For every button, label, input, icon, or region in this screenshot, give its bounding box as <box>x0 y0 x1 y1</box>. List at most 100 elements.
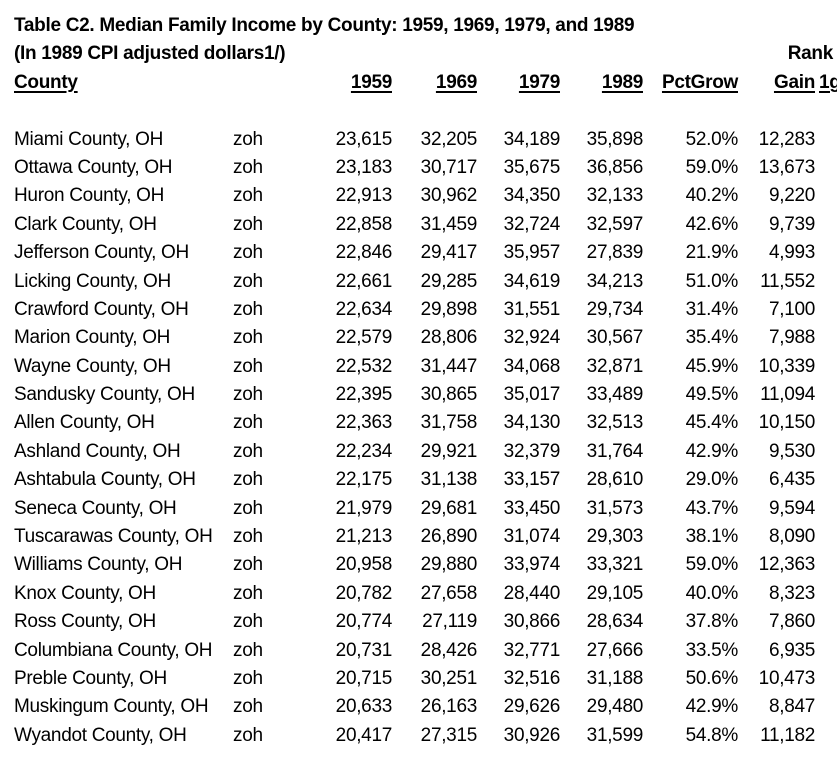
cell-y1989: 36,856 <box>586 156 644 178</box>
cell-pctgrow: 54.8% <box>685 724 739 746</box>
cell-y1969: 27,119 <box>422 611 477 633</box>
cell-y1989: 34,213 <box>586 270 644 292</box>
cell-county: Clark County, OH <box>14 213 157 235</box>
cell-pctgrow: 59.0% <box>685 156 739 178</box>
cell-y1979: 34,189 <box>503 128 561 150</box>
column-header-1959: 1959 <box>350 71 392 93</box>
cell-code: zoh <box>233 554 263 576</box>
cell-y1989: 29,480 <box>586 696 644 718</box>
cell-y1969: 29,417 <box>420 242 478 264</box>
cell-y1959: 20,782 <box>335 582 393 604</box>
cell-code: zoh <box>233 298 263 320</box>
cell-pctgrow: 38.1% <box>685 526 739 548</box>
cell-y1989: 27,839 <box>586 242 644 264</box>
cell-y1979: 33,974 <box>503 554 561 576</box>
cell-y1989: 32,597 <box>586 213 644 235</box>
cell-gain: 12,363 <box>758 554 816 576</box>
cell-y1989: 32,871 <box>586 355 644 377</box>
cell-code: zoh <box>233 696 263 718</box>
cell-county: Williams County, OH <box>14 554 183 576</box>
cell-y1969: 30,717 <box>420 156 478 178</box>
cell-county: Allen County, OH <box>14 412 155 434</box>
cell-y1989: 29,303 <box>586 526 644 548</box>
cell-code: zoh <box>233 440 263 462</box>
cell-y1989: 33,321 <box>586 554 644 576</box>
cell-y1979: 34,619 <box>503 270 561 292</box>
cell-y1959: 22,634 <box>335 298 393 320</box>
cell-y1969: 26,890 <box>420 526 478 548</box>
cell-y1959: 20,731 <box>335 639 393 661</box>
cell-y1989: 28,610 <box>586 469 644 491</box>
cell-y1979: 34,068 <box>503 355 561 377</box>
cell-y1979: 30,926 <box>503 724 561 746</box>
column-header-1969: 1969 <box>435 71 477 93</box>
cell-code: zoh <box>233 242 263 264</box>
cell-pctgrow: 40.2% <box>685 185 739 207</box>
cell-y1969: 29,681 <box>420 497 478 519</box>
cell-y1979: 35,675 <box>503 156 561 178</box>
table-row: Crawford County, OH zoh 22,634 29,898 31,551… <box>0 296 837 324</box>
cell-y1979: 32,379 <box>503 440 561 462</box>
cell-y1969: 28,806 <box>420 327 478 349</box>
table-row: Muskingum County, OH zoh 20,633 26,163 29,62… <box>0 693 837 721</box>
table-row: Jefferson County, OH zoh 22,846 29,417 35,95… <box>0 239 837 267</box>
cell-y1969: 31,138 <box>420 469 478 491</box>
cell-code: zoh <box>233 639 263 661</box>
cell-y1969: 30,962 <box>420 185 478 207</box>
cell-pctgrow: 42.6% <box>685 213 739 235</box>
cell-y1969: 30,865 <box>420 384 478 406</box>
table-row: Marion County, OH zoh 22,579 28,806 32,924 30… <box>0 324 837 352</box>
cell-county: Ottawa County, OH <box>14 156 173 178</box>
cell-y1969: 28,426 <box>420 639 478 661</box>
cell-y1979: 31,074 <box>503 526 561 548</box>
cell-county: Wayne County, OH <box>14 355 171 377</box>
cell-county: Huron County, OH <box>14 185 165 207</box>
cell-gain: 10,473 <box>758 667 816 689</box>
cell-pctgrow: 33.5% <box>685 639 739 661</box>
cell-y1989: 33,489 <box>586 384 644 406</box>
cell-pctgrow: 51.0% <box>685 270 739 292</box>
table-row: Ashtabula County, OH zoh 22,175 31,138 33,15… <box>0 466 837 494</box>
cell-county: Knox County, OH <box>14 582 156 604</box>
table-row: Wyandot County, OH zoh 20,417 27,315 30,926 3… <box>0 722 837 750</box>
cell-gain: 7,988 <box>768 327 815 349</box>
cell-pctgrow: 40.0% <box>685 582 739 604</box>
table-row: Wayne County, OH zoh 22,532 31,447 34,068 32,… <box>0 353 837 381</box>
cell-y1979: 34,130 <box>503 412 561 434</box>
cell-code: zoh <box>233 724 263 746</box>
cell-gain: 10,339 <box>758 355 816 377</box>
cell-county: Muskingum County, OH <box>14 696 209 718</box>
cell-y1959: 21,213 <box>335 526 393 548</box>
cell-gain: 10,150 <box>758 412 816 434</box>
cell-y1959: 23,183 <box>335 156 393 178</box>
cell-code: zoh <box>233 582 263 604</box>
cell-county: Tuscarawas County, OH <box>14 526 213 548</box>
cell-code: zoh <box>233 497 263 519</box>
cell-county: Sandusky County, OH <box>14 384 195 406</box>
cell-y1979: 35,017 <box>503 384 561 406</box>
cell-y1969: 27,315 <box>420 724 478 746</box>
cell-y1959: 23,615 <box>335 128 393 150</box>
cell-y1959: 22,363 <box>335 412 393 434</box>
column-header-county: County <box>14 71 78 93</box>
column-header-code <box>233 69 288 97</box>
cell-y1959: 20,958 <box>335 554 393 576</box>
cell-y1989: 30,567 <box>586 327 644 349</box>
cell-gain: 8,090 <box>768 526 815 548</box>
cell-y1979: 29,626 <box>503 696 561 718</box>
cell-gain: 7,860 <box>768 611 815 633</box>
table-row: Preble County, OH zoh 20,715 30,251 32,516 31… <box>0 665 837 693</box>
cell-y1959: 20,417 <box>335 724 393 746</box>
table-row: Allen County, OH zoh 22,363 31,758 34,130 32,… <box>0 409 837 437</box>
cell-county: Wyandot County, OH <box>14 724 187 746</box>
cell-y1979: 31,551 <box>503 298 561 320</box>
cell-gain: 13,673 <box>758 156 816 178</box>
cell-code: zoh <box>233 469 263 491</box>
cell-y1969: 27,658 <box>420 582 478 604</box>
cell-y1959: 22,846 <box>335 242 393 264</box>
table-title: Table C2. Median Family Income by County… <box>14 15 635 36</box>
cell-y1959: 20,715 <box>335 667 393 689</box>
table-row: Ashland County, OH zoh 22,234 29,921 32,379 3… <box>0 438 837 466</box>
cell-y1979: 32,516 <box>503 667 561 689</box>
cell-y1979: 30,866 <box>503 611 561 633</box>
